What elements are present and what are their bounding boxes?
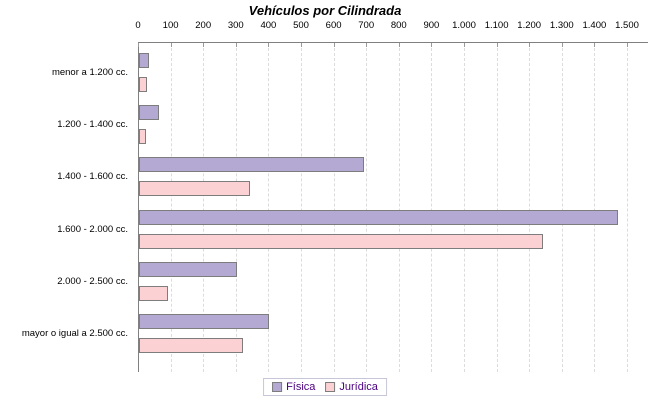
- x-axis-tick-label: 600: [325, 20, 342, 31]
- gridline: [301, 43, 302, 372]
- gridline: [203, 43, 205, 372]
- x-axis-tick: [398, 43, 400, 47]
- gridline: [333, 43, 335, 372]
- legend: Física Jurídica: [263, 378, 387, 396]
- fisica-bar: [139, 53, 149, 68]
- x-axis-tick-label: 700: [358, 20, 375, 31]
- category-label: 2.000 - 2.500 cc.: [57, 275, 128, 287]
- fisica-bar: [139, 105, 159, 121]
- x-axis-tick-label: 1.500: [615, 20, 639, 31]
- gridline: [170, 43, 172, 372]
- fisica-bar: [139, 261, 237, 277]
- gridline: [594, 43, 596, 372]
- x-axis-tick-label: 1.000: [452, 20, 476, 31]
- gridline: [235, 43, 237, 372]
- x-axis-tick: [431, 43, 433, 47]
- category-labels: menor a 1.200 cc. 1.200 - 1.400 cc. 1.400 …: [0, 42, 133, 372]
- juridica-bar: [139, 233, 544, 249]
- x-axis-tick: [138, 43, 139, 47]
- y-axis-line: [138, 42, 139, 372]
- gridline: [561, 43, 563, 372]
- category-label: 1.200 - 1.400 cc.: [57, 119, 128, 131]
- legend-label-juridica: Jurídica: [339, 381, 378, 393]
- x-axis-tick-label: 800: [390, 20, 407, 31]
- x-axis-tick-label: 100: [162, 20, 179, 31]
- fisica-bar: [139, 314, 270, 329]
- x-axis-tick: [301, 43, 302, 47]
- x-axis-tick: [268, 43, 270, 47]
- gridline: [496, 43, 498, 372]
- juridica-bar: [139, 285, 169, 301]
- gridline: [529, 43, 531, 372]
- x-axis-tick: [366, 43, 368, 47]
- gridline: [366, 43, 368, 372]
- plot-area: [138, 42, 648, 372]
- legend-label-fisica: Física: [286, 381, 316, 393]
- gridline: [398, 43, 400, 372]
- x-axis-tick-label: 900: [423, 20, 440, 31]
- x-axis-tick-labels: 0 100 200 300 400 500 600 700 800 900 1.000 1.100 1.…: [135, 20, 650, 33]
- x-axis-tick-label: 1.100: [484, 20, 509, 31]
- x-axis-tick-label: 1.200: [517, 20, 542, 31]
- x-axis-tick: [529, 43, 531, 47]
- x-axis-tick-label: 400: [260, 20, 277, 31]
- category-label: 1.400 - 1.600 cc.: [57, 171, 128, 183]
- juridica-bar: [139, 129, 146, 145]
- category-label: 1.600 - 2.000 cc.: [57, 223, 128, 235]
- x-axis-tick: [235, 43, 237, 47]
- x-axis-tick-label: 1.300: [549, 20, 574, 31]
- x-axis-tick-label: 0: [135, 20, 141, 31]
- category-label: menor a 1.200 cc.: [51, 67, 128, 78]
- x-axis-line: [138, 42, 648, 43]
- x-axis-tick: [203, 43, 205, 47]
- x-axis-tick: [170, 43, 172, 47]
- juridica-bar: [139, 77, 148, 92]
- x-axis-tick: [333, 43, 335, 47]
- gridline: [268, 43, 270, 372]
- x-axis-tick-label: 300: [227, 20, 244, 31]
- x-axis-tick-label: 500: [293, 20, 309, 31]
- legend-swatch-fisica: [272, 382, 283, 392]
- x-axis-tick-label: 200: [195, 20, 212, 31]
- fisica-bar: [139, 157, 364, 173]
- gridline: [431, 43, 433, 372]
- x-axis-tick: [561, 43, 563, 47]
- juridica-bar: [139, 338, 244, 353]
- legend-item-fisica: Física: [272, 381, 315, 393]
- juridica-bar: [139, 181, 250, 197]
- x-axis-tick: [496, 43, 498, 47]
- x-axis-tick: [594, 43, 596, 47]
- chart-title: Vehículos por Cilindrada: [248, 3, 402, 18]
- gridline: [627, 43, 628, 372]
- x-axis-tick-label: 1.400: [582, 20, 607, 31]
- legend-swatch-juridica: [325, 382, 336, 392]
- x-axis-tick: [464, 43, 465, 47]
- category-label: mayor o igual a 2.500 cc.: [21, 328, 128, 339]
- gridline: [464, 43, 465, 372]
- legend-item-juridica: Jurídica: [325, 381, 378, 393]
- fisica-bar: [139, 209, 619, 225]
- x-axis-tick: [627, 43, 628, 47]
